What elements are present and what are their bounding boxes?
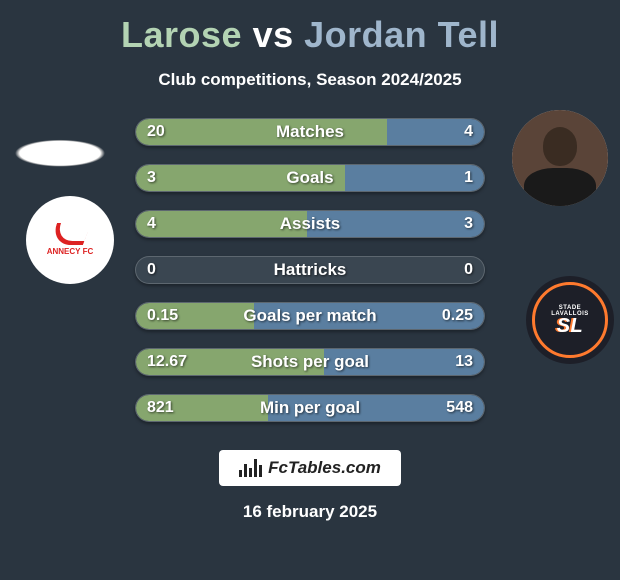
club-logo-icon: ANNECY FC	[44, 214, 97, 267]
player1-club-badge: ANNECY FC	[26, 196, 114, 284]
stat-label: Min per goal	[135, 394, 485, 422]
stat-label: Matches	[135, 118, 485, 146]
bar-chart-icon	[239, 459, 262, 477]
placeholder-icon	[12, 110, 108, 206]
player2-club-badge: STADE LAVALLOIS SL	[526, 276, 614, 364]
stats-area: ANNECY FC STADE LAVALLOIS SL 204Matches 3…	[0, 118, 620, 422]
stat-label: Hattricks	[135, 256, 485, 284]
swoosh-icon	[49, 223, 91, 245]
vs-separator: vs	[253, 14, 294, 55]
club1-name: ANNECY FC	[47, 247, 94, 256]
comparison-card: Larose vs Jordan Tell Club competitions,…	[0, 0, 620, 580]
stat-row: 31Goals	[135, 164, 485, 192]
footer-brand: FcTables.com	[219, 450, 401, 486]
stat-row: 43Assists	[135, 210, 485, 238]
subtitle: Club competitions, Season 2024/2025	[158, 70, 461, 90]
stat-label: Goals per match	[135, 302, 485, 330]
player1-name: Larose	[121, 14, 242, 55]
player2-avatar	[512, 110, 608, 206]
stat-label: Goals	[135, 164, 485, 192]
stat-row: 00Hattricks	[135, 256, 485, 284]
stat-row: 821548Min per goal	[135, 394, 485, 422]
club2-initials: SL	[557, 317, 584, 335]
brand-text: FcTables.com	[268, 458, 381, 478]
stat-row: 204Matches	[135, 118, 485, 146]
stat-label: Shots per goal	[135, 348, 485, 376]
person-icon	[512, 110, 608, 206]
stat-row: 0.150.25Goals per match	[135, 302, 485, 330]
player1-avatar	[12, 110, 108, 206]
club-logo-icon: STADE LAVALLOIS SL	[532, 282, 608, 358]
stat-rows: 204Matches 31Goals 43Assists 00Hattricks 0.1…	[135, 118, 485, 422]
stat-row: 12.6713Shots per goal	[135, 348, 485, 376]
title: Larose vs Jordan Tell	[121, 14, 499, 56]
date: 16 february 2025	[243, 502, 377, 522]
player2-name: Jordan Tell	[304, 14, 499, 55]
stat-label: Assists	[135, 210, 485, 238]
